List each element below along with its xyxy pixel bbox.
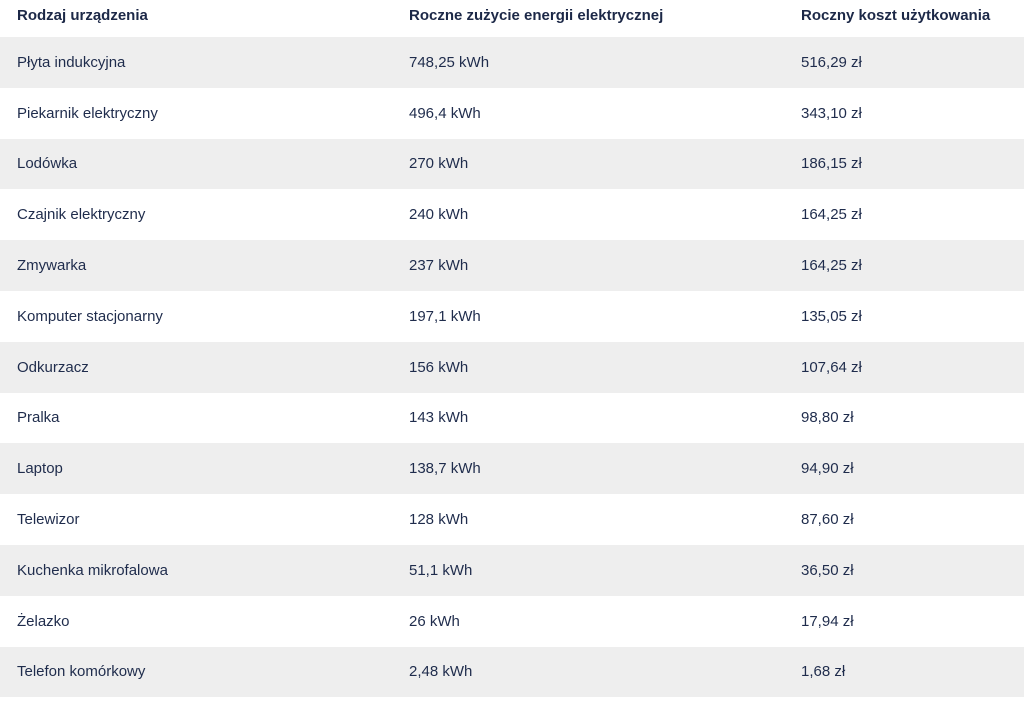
header-cost: Roczny koszt użytkowania (801, 7, 991, 24)
cell-energy: 237 kWh (409, 257, 469, 275)
cell-device: Zmywarka (17, 257, 87, 275)
table-row: Żelazko 26 kWh 17,94 zł (0, 596, 1024, 647)
cell-cost: 94,90 zł (801, 460, 854, 478)
cell-energy: 128 kWh (409, 511, 469, 529)
cell-energy: 496,4 kWh (409, 104, 481, 122)
cell-cost: 135,05 zł (801, 307, 862, 325)
cell-cost: 107,64 zł (801, 358, 862, 376)
header-energy: Roczne zużycie energii elektrycznej (409, 7, 664, 24)
cell-cost: 343,10 zł (801, 104, 862, 122)
table-row: Lodówka 270 kWh 186,15 zł (0, 138, 1024, 190)
cell-cost: 1,68 zł (801, 663, 846, 681)
cell-device: Laptop (17, 460, 63, 478)
cell-energy: 156 kWh (409, 358, 469, 376)
cell-energy: 197,1 kWh (409, 307, 481, 325)
table-row: Kuchenka mikrofalowa 51,1 kWh 36,50 zł (0, 544, 1024, 596)
table-body: Płyta indukcyjna 748,25 kWh 516,29 zł Pieka… (0, 37, 1024, 698)
cell-device: Czajnik elektryczny (17, 206, 146, 224)
table-row: Zmywarka 237 kWh 164,25 zł (0, 240, 1024, 291)
table-header: Rodzaj urządzenia Roczne zużycie energii… (0, 0, 1024, 37)
table-row: Laptop 138,7 kWh 94,90 zł (0, 443, 1024, 495)
cell-device: Odkurzacz (17, 358, 89, 376)
cell-energy: 240 kWh (409, 206, 469, 224)
cell-cost: 98,80 zł (801, 409, 854, 427)
cell-cost: 87,60 zł (801, 511, 854, 529)
cell-energy: 138,7 kWh (409, 460, 481, 478)
cell-device: Kuchenka mikrofalowa (17, 561, 168, 579)
cell-device: Telefon komórkowy (17, 663, 146, 681)
table-row: Czajnik elektryczny 240 kWh 164,25 zł (0, 189, 1024, 240)
cell-energy: 143 kWh (409, 409, 469, 427)
cell-cost: 164,25 zł (801, 206, 862, 224)
cell-cost: 186,15 zł (801, 155, 862, 173)
cell-energy: 2,48 kWh (409, 663, 473, 681)
cell-device: Telewizor (17, 511, 80, 529)
cell-cost: 164,25 zł (801, 257, 862, 275)
table-row: Telefon komórkowy 2,48 kWh 1,68 zł (0, 646, 1024, 698)
cell-device: Pralka (17, 409, 60, 427)
cell-device: Żelazko (17, 612, 70, 630)
cell-energy: 51,1 kWh (409, 561, 473, 579)
cell-cost: 516,29 zł (801, 53, 862, 71)
cell-device: Komputer stacjonarny (17, 307, 163, 325)
cell-cost: 36,50 zł (801, 561, 854, 579)
header-device: Rodzaj urządzenia (17, 7, 148, 24)
table-row: Odkurzacz 156 kWh 107,64 zł (0, 341, 1024, 393)
cell-device: Piekarnik elektryczny (17, 104, 158, 122)
cell-device: Płyta indukcyjna (17, 53, 126, 71)
cell-cost: 17,94 zł (801, 612, 854, 630)
cell-device: Lodówka (17, 155, 78, 173)
cell-energy: 270 kWh (409, 155, 469, 173)
table-row: Płyta indukcyjna 748,25 kWh 516,29 zł (0, 37, 1024, 88)
cell-energy: 748,25 kWh (409, 53, 490, 71)
table-row: Pralka 143 kWh 98,80 zł (0, 393, 1024, 444)
table-row: Komputer stacjonarny 197,1 kWh 135,05 zł (0, 291, 1024, 342)
cell-energy: 26 kWh (409, 612, 460, 630)
table-row: Piekarnik elektryczny 496,4 kWh 343,10 zł (0, 88, 1024, 139)
table-row: Telewizor 128 kWh 87,60 zł (0, 494, 1024, 545)
